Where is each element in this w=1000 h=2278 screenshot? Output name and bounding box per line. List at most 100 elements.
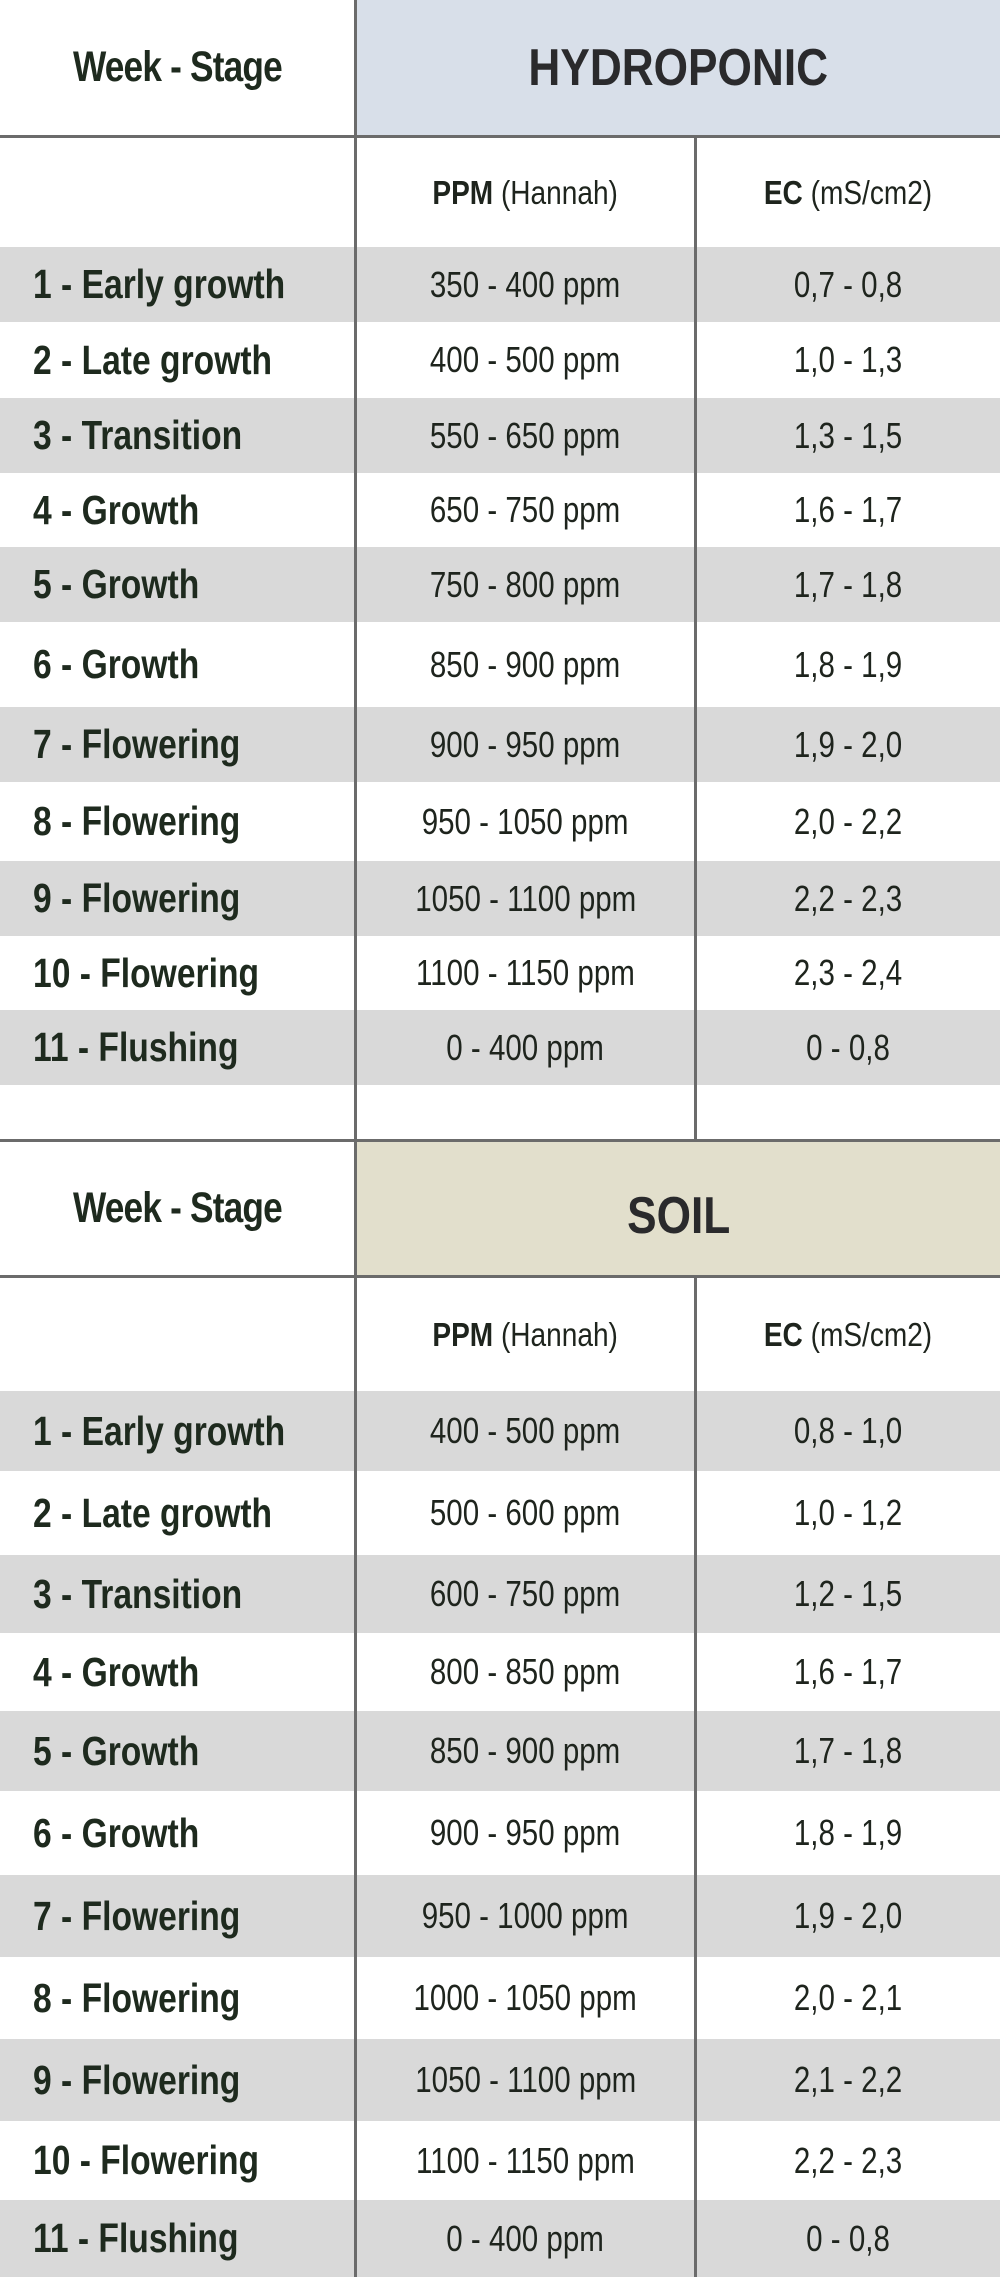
week-stage-header-cell: Week - Stage xyxy=(0,1142,357,1275)
ppm-value: 350 - 400 ppm xyxy=(430,263,621,305)
stage-cell: 1 - Early growth xyxy=(0,1391,357,1471)
hydroponic-title: HYDROPONIC xyxy=(528,38,829,97)
table-row: 1 - Early growth 350 - 400 ppm 0,7 - 0,8 xyxy=(0,247,1000,322)
ppm-header-cell: PPM (Hannah) xyxy=(357,138,697,247)
stage-label: 1 - Early growth xyxy=(33,261,286,307)
stage-cell: 11 - Flushing xyxy=(0,2200,357,2277)
ec-cell: 0 - 0,8 xyxy=(697,1010,1000,1085)
stage-label: 5 - Growth xyxy=(33,1727,200,1774)
soil-header-row: Week - Stage SOIL xyxy=(0,1142,1000,1278)
stage-label: 8 - Flowering xyxy=(33,798,241,844)
stage-label: 9 - Flowering xyxy=(33,2056,241,2103)
stage-cell: 8 - Flowering xyxy=(0,782,357,861)
ppm-cell: 1100 - 1150 ppm xyxy=(357,2121,697,2200)
soil-table: Week - Stage SOIL PPM (Hannah) EC (mS/cm… xyxy=(0,1139,1000,2277)
ec-value: 0 - 0,8 xyxy=(806,1026,891,1068)
table-row: 3 - Transition 550 - 650 ppm 1,3 - 1,5 xyxy=(0,398,1000,473)
ec-header: EC (mS/cm2) xyxy=(764,1316,932,1354)
empty-subheader-cell xyxy=(0,138,357,247)
table-row: 9 - Flowering 1050 - 1100 ppm 2,2 - 2,3 xyxy=(0,861,1000,936)
stage-cell: 6 - Growth xyxy=(0,1791,357,1875)
ec-value: 2,2 - 2,3 xyxy=(794,2139,903,2181)
empty-subheader-cell xyxy=(0,1278,357,1391)
week-stage-header-cell: Week - Stage xyxy=(0,0,357,135)
ppm-value: 850 - 900 ppm xyxy=(430,1730,621,1771)
hydroponic-subheader-row: PPM (Hannah) EC (mS/cm2) xyxy=(0,138,1000,247)
ec-value: 1,8 - 1,9 xyxy=(794,1812,903,1853)
ppm-value: 750 - 800 ppm xyxy=(430,563,621,605)
table-row: 2 - Late growth 400 - 500 ppm 1,0 - 1,3 xyxy=(0,322,1000,398)
ec-cell: 2,0 - 2,2 xyxy=(697,782,1000,861)
stage-cell: 11 - Flushing xyxy=(0,1010,357,1085)
table-row: 10 - Flowering 1100 - 1150 ppm 2,3 - 2,4 xyxy=(0,936,1000,1010)
ec-header-cell: EC (mS/cm2) xyxy=(697,1278,1000,1391)
ec-value: 1,0 - 1,2 xyxy=(794,1492,903,1533)
ec-cell: 0,7 - 0,8 xyxy=(697,247,1000,322)
soil-title: SOIL xyxy=(626,1186,731,1245)
ppm-cell: 850 - 900 ppm xyxy=(357,622,697,707)
stage-cell: 4 - Growth xyxy=(0,1633,357,1711)
ec-value: 2,0 - 2,2 xyxy=(794,800,903,842)
stage-label: 6 - Growth xyxy=(33,641,200,687)
ppm-header-unit: (Hannah) xyxy=(493,1315,619,1353)
ppm-value: 0 - 400 ppm xyxy=(446,1026,605,1068)
ppm-cell: 1000 - 1050 ppm xyxy=(357,1957,697,2039)
ppm-header: PPM (Hannah) xyxy=(433,1316,619,1354)
stage-label: 4 - Growth xyxy=(33,486,200,533)
ec-header: EC (mS/cm2) xyxy=(764,174,932,212)
ec-cell: 1,8 - 1,9 xyxy=(697,1791,1000,1875)
ppm-header-bold: PPM xyxy=(432,173,494,211)
stage-label: 2 - Late growth xyxy=(33,336,273,383)
ec-value: 0,7 - 0,8 xyxy=(794,263,903,305)
stage-label: 3 - Transition xyxy=(33,1570,243,1617)
ppm-value: 550 - 650 ppm xyxy=(430,414,621,456)
ppm-header: PPM (Hannah) xyxy=(433,174,619,212)
hydroponic-title-cell: HYDROPONIC xyxy=(357,0,1000,135)
ec-cell: 0,8 - 1,0 xyxy=(697,1391,1000,1471)
ppm-value: 800 - 850 ppm xyxy=(430,1651,621,1692)
stage-label: 4 - Growth xyxy=(33,1648,200,1695)
hydroponic-header-row: Week - Stage HYDROPONIC xyxy=(0,0,1000,138)
hydroponic-spacer-row xyxy=(0,1085,1000,1139)
stage-cell: 8 - Flowering xyxy=(0,1957,357,2039)
ppm-value: 950 - 1050 ppm xyxy=(422,800,629,842)
ec-cell: 1,8 - 1,9 xyxy=(697,622,1000,707)
ppm-cell: 900 - 950 ppm xyxy=(357,707,697,782)
ppm-cell: 900 - 950 ppm xyxy=(357,1791,697,1875)
ppm-cell: 950 - 1000 ppm xyxy=(357,1875,697,1957)
stage-cell: 10 - Flowering xyxy=(0,2121,357,2200)
ppm-cell: 750 - 800 ppm xyxy=(357,547,697,622)
stage-cell: 2 - Late growth xyxy=(0,322,357,398)
ppm-value: 600 - 750 ppm xyxy=(430,1573,621,1614)
table-row: 10 - Flowering 1100 - 1150 ppm 2,2 - 2,3 xyxy=(0,2121,1000,2200)
ppm-header-unit: (Hannah) xyxy=(493,173,619,211)
ppm-cell: 0 - 400 ppm xyxy=(357,2200,697,2277)
ec-header-cell: EC (mS/cm2) xyxy=(697,138,1000,247)
ec-cell: 1,6 - 1,7 xyxy=(697,473,1000,547)
ec-cell: 1,7 - 1,8 xyxy=(697,1711,1000,1791)
table-row: 9 - Flowering 1050 - 1100 ppm 2,1 - 2,2 xyxy=(0,2039,1000,2121)
stage-cell: 3 - Transition xyxy=(0,1555,357,1633)
soil-rows: 1 - Early growth 400 - 500 ppm 0,8 - 1,0 2 … xyxy=(0,1391,1000,2277)
stage-label: 7 - Flowering xyxy=(33,1892,241,1939)
ec-value: 1,2 - 1,5 xyxy=(794,1573,903,1614)
table-row: 7 - Flowering 900 - 950 ppm 1,9 - 2,0 xyxy=(0,707,1000,782)
ec-value: 1,0 - 1,3 xyxy=(794,339,903,380)
stage-label: 1 - Early growth xyxy=(33,1407,286,1454)
ec-cell: 2,0 - 2,1 xyxy=(697,1957,1000,2039)
ppm-cell: 1050 - 1100 ppm xyxy=(357,2039,697,2121)
ppm-value: 400 - 500 ppm xyxy=(430,1410,621,1451)
stage-label: 5 - Growth xyxy=(33,561,200,607)
table-row: 4 - Growth 800 - 850 ppm 1,6 - 1,7 xyxy=(0,1633,1000,1711)
ppm-cell: 600 - 750 ppm xyxy=(357,1555,697,1633)
ppm-value: 850 - 900 ppm xyxy=(430,643,621,685)
stage-cell: 5 - Growth xyxy=(0,1711,357,1791)
ec-value: 0 - 0,8 xyxy=(806,2217,891,2259)
stage-label: 3 - Transition xyxy=(33,412,243,458)
stage-cell: 4 - Growth xyxy=(0,473,357,547)
table-row: 4 - Growth 650 - 750 ppm 1,6 - 1,7 xyxy=(0,473,1000,547)
ec-header-unit: (mS/cm2) xyxy=(803,1315,933,1353)
ppm-cell: 400 - 500 ppm xyxy=(357,322,697,398)
soil-subheader-row: PPM (Hannah) EC (mS/cm2) xyxy=(0,1278,1000,1391)
ppm-value: 900 - 950 ppm xyxy=(430,1812,621,1853)
